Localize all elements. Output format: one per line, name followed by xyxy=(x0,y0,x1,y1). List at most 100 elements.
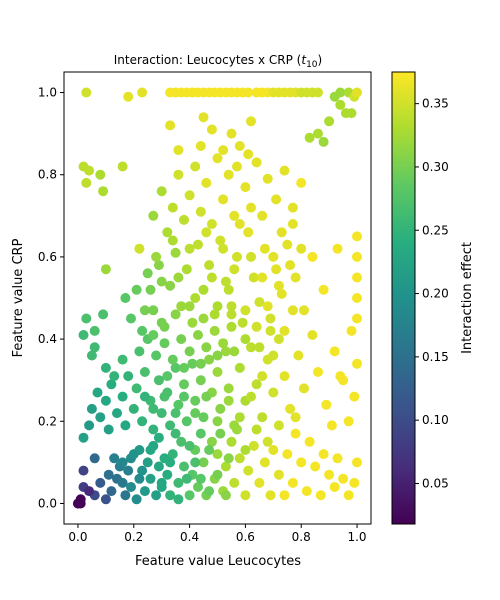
scatter-point xyxy=(81,177,92,188)
scatter-point xyxy=(159,391,170,402)
scatter-point xyxy=(139,486,150,497)
scatter-point xyxy=(190,293,201,303)
scatter-point xyxy=(234,362,245,373)
scatter-point xyxy=(218,243,229,254)
scatter-point xyxy=(212,449,223,460)
scatter-point xyxy=(204,354,215,365)
scatter-point xyxy=(313,128,323,139)
scatter-point xyxy=(299,305,309,316)
scatter-point xyxy=(296,457,307,468)
scatter-point xyxy=(84,165,95,176)
scatter-point xyxy=(304,436,315,447)
scatter-point xyxy=(123,371,134,382)
scatter-point xyxy=(257,412,268,423)
scatter-point xyxy=(243,227,254,238)
scatter-point xyxy=(170,362,181,373)
scatter-point xyxy=(153,461,164,472)
y-tick-label: 0.6 xyxy=(38,250,57,264)
scatter-point xyxy=(126,313,136,324)
scatter-point xyxy=(170,247,181,258)
scatter-point xyxy=(179,214,189,225)
scatter-point xyxy=(318,136,329,147)
scatter-point xyxy=(103,469,114,480)
scatter-point xyxy=(313,367,323,377)
scatter-point xyxy=(352,87,362,98)
scatter-point xyxy=(232,424,242,435)
scatter-point xyxy=(282,239,293,250)
scatter-point xyxy=(131,383,142,394)
scatter-point xyxy=(148,210,159,221)
y-tick-label: 0.2 xyxy=(38,414,57,428)
scatter-point xyxy=(86,403,97,414)
scatter-point xyxy=(251,379,262,390)
scatter-point xyxy=(220,346,231,357)
scatter-point xyxy=(131,284,142,295)
scatter-point xyxy=(184,301,195,312)
scatter-point xyxy=(201,177,212,188)
scatter-point xyxy=(206,436,217,447)
scatter-point xyxy=(206,124,217,135)
scatter-point xyxy=(240,445,251,455)
scatter-point xyxy=(176,436,187,447)
scatter-point xyxy=(84,486,95,497)
scatter-point xyxy=(156,317,167,328)
scatter-point xyxy=(352,457,362,468)
scatter-point xyxy=(95,412,106,423)
scatter-point xyxy=(153,260,164,271)
scatter-point xyxy=(262,173,273,184)
scatter-point xyxy=(184,490,195,501)
scatter-point xyxy=(198,412,209,423)
scatter-point xyxy=(318,449,329,460)
scatter-point xyxy=(206,219,217,229)
scatter-point xyxy=(120,293,131,303)
scatter-point xyxy=(100,494,111,505)
scatter-point xyxy=(187,358,198,369)
scatter-point xyxy=(349,391,360,402)
scatter-point xyxy=(165,457,176,468)
scatter-point xyxy=(128,449,139,460)
scatter-point xyxy=(120,490,131,501)
scatter-point xyxy=(167,354,178,365)
scatter-point xyxy=(223,284,234,295)
scatter-point xyxy=(265,313,276,324)
scatter-point xyxy=(100,362,111,373)
scatter-point xyxy=(343,490,354,501)
scatter-point xyxy=(198,457,209,468)
scatter-point xyxy=(209,325,220,336)
scatter-point xyxy=(95,477,106,488)
scatter-point xyxy=(117,354,128,365)
scatter-point xyxy=(215,403,226,414)
scatter-point xyxy=(173,145,184,156)
scatter-point xyxy=(148,424,159,435)
scatter-point xyxy=(120,420,131,431)
scatter-point xyxy=(170,428,181,439)
scatter-point xyxy=(279,325,290,336)
scatter-point xyxy=(204,445,215,455)
scatter-point xyxy=(201,227,212,238)
scatter-point xyxy=(259,243,270,254)
scatter-point xyxy=(287,305,298,316)
scatter-point xyxy=(86,350,97,361)
scatter-point xyxy=(139,305,150,316)
scatter-point xyxy=(271,194,282,205)
scatter-point xyxy=(318,284,329,295)
colorbar-tick-label: 0.15 xyxy=(422,350,449,364)
colorbar-tick-label: 0.25 xyxy=(422,223,449,237)
colorbar-ticks: 0.05 0.10 0.15 0.20 0.25 0.30 0.35 xyxy=(415,97,449,490)
scatter-point xyxy=(279,165,290,176)
scatter-point xyxy=(223,169,234,180)
x-tick-label: 0.4 xyxy=(180,530,199,544)
scatter-point xyxy=(206,272,217,283)
scatter-point xyxy=(184,346,195,357)
scatter-point xyxy=(343,416,354,427)
scatter-point xyxy=(179,461,189,472)
scatter-point xyxy=(212,367,223,377)
scatter-point xyxy=(148,330,159,340)
scatter-point xyxy=(117,457,128,468)
scatter-point xyxy=(195,358,206,369)
scatter-point xyxy=(98,186,109,197)
scatter-point xyxy=(229,477,240,488)
scatter-point xyxy=(201,342,212,353)
scatter-point xyxy=(273,469,284,480)
x-axis: 0.0 0.2 0.4 0.6 0.8 1.0 xyxy=(68,524,367,544)
